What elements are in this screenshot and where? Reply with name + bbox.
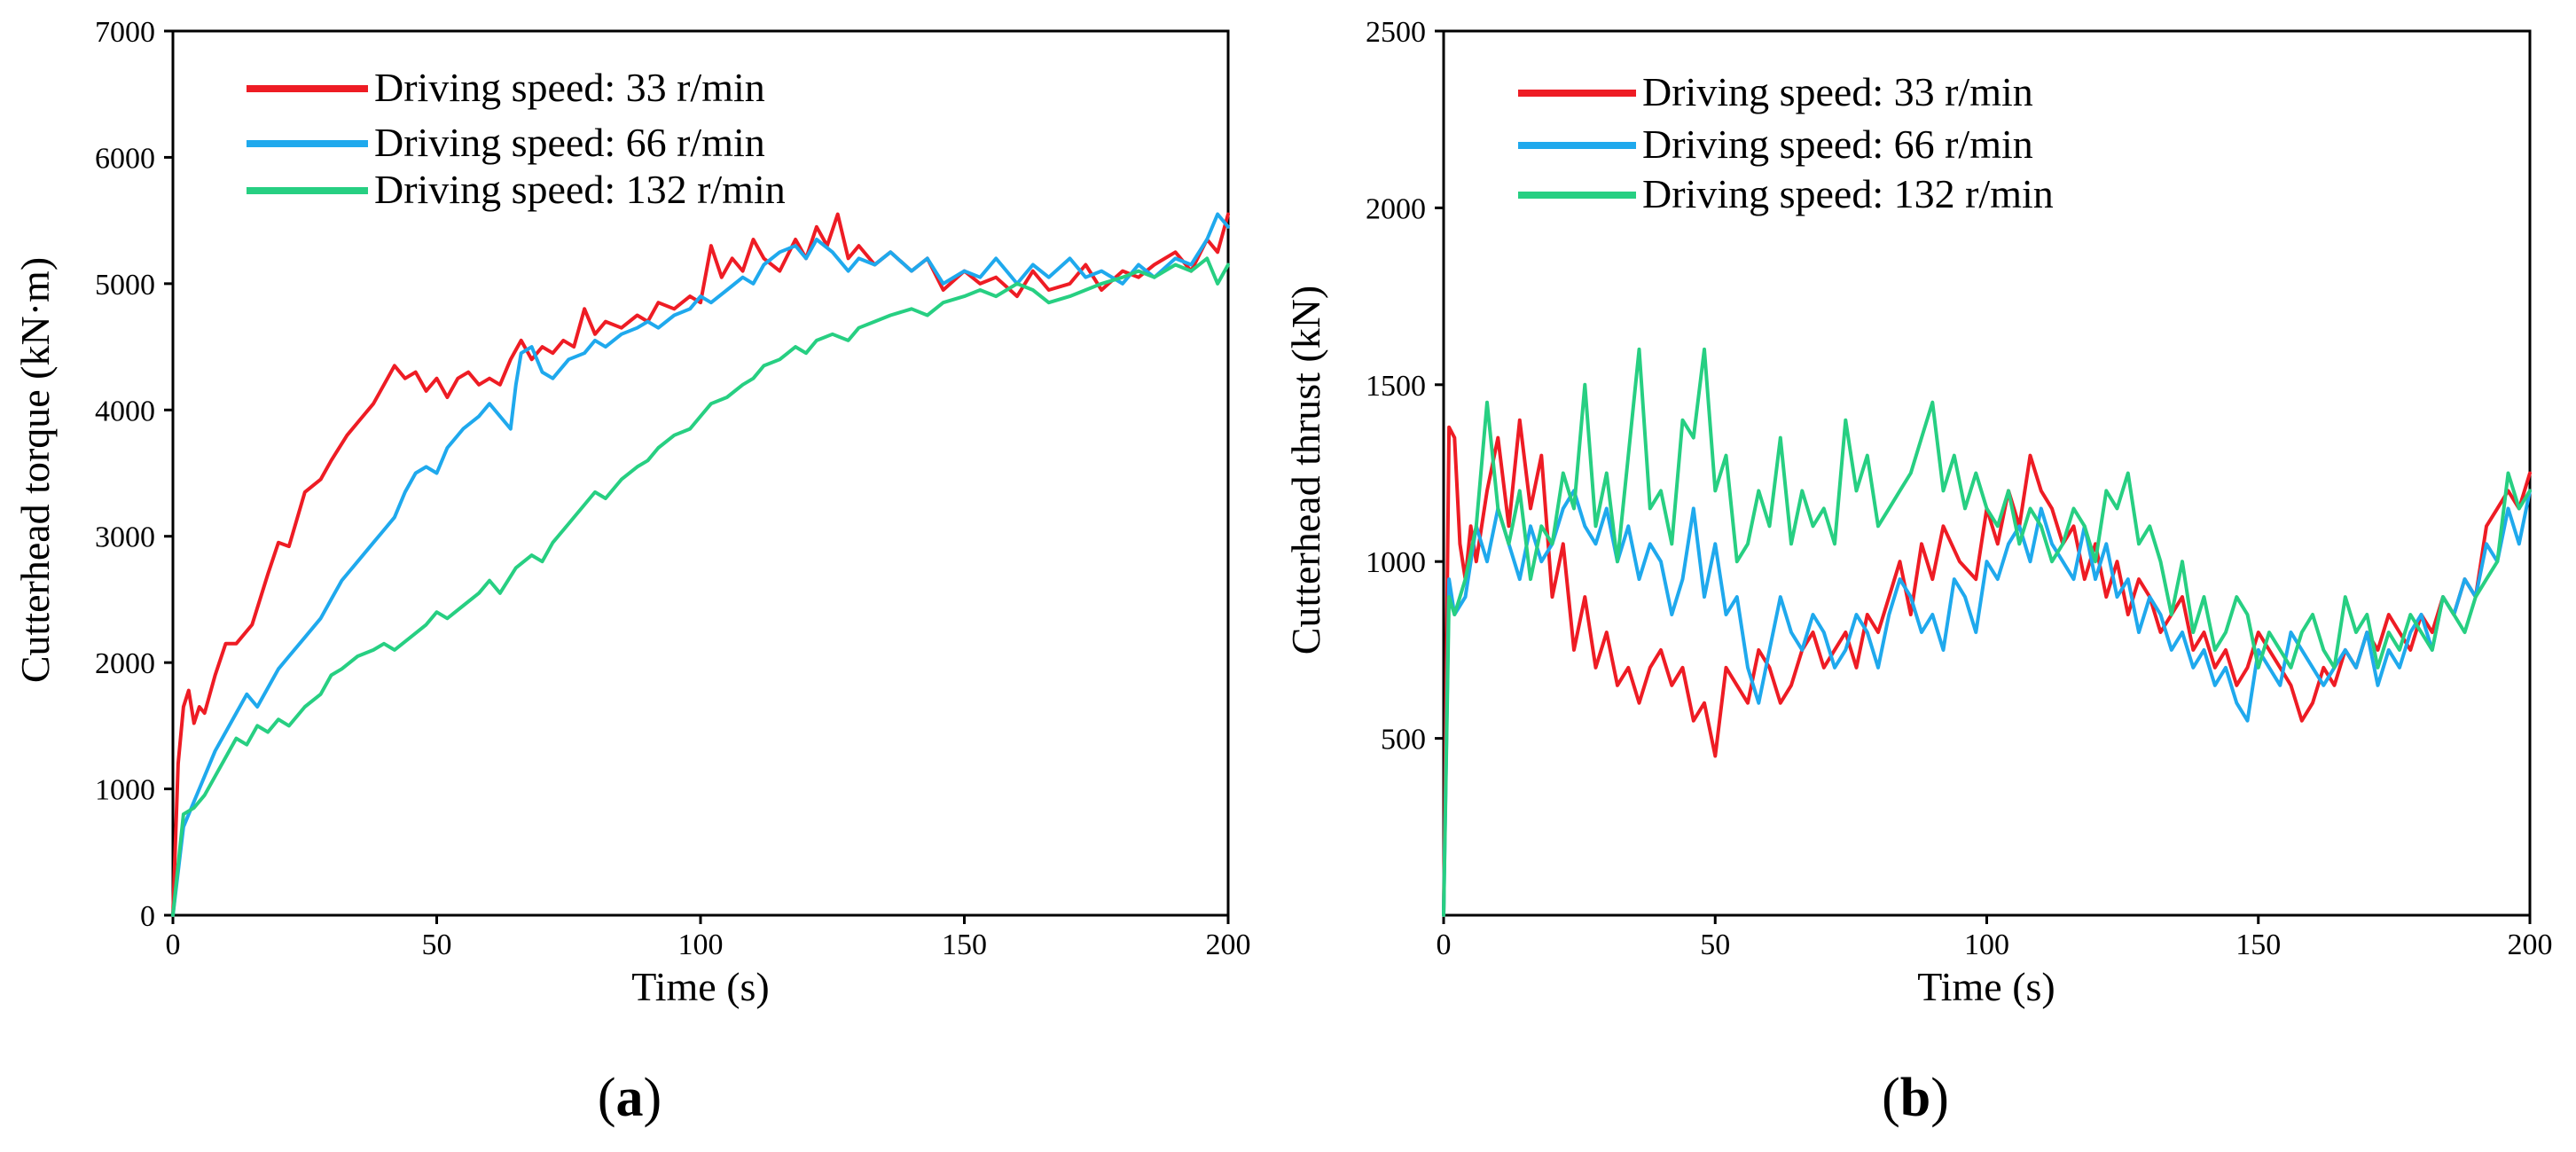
panel-label-b-close: ) [1930,1068,1949,1128]
series-line-b-2 [1442,347,2532,917]
x-tick-label-a-200: 200 [1206,929,1251,961]
axis-ticks-b: 0 50 100 150 200 500 1000 1500 2000 2500 [1366,16,2553,961]
series-line-a-0 [171,212,1230,917]
panel-label-a-open: ( [598,1068,616,1128]
panel-label-a: (a) [598,1068,662,1128]
y-tick-label-b-1500: 1500 [1366,370,1426,403]
chart-panel-b: 0 50 100 150 200 500 1000 1500 2000 2500 Time (s)… [1283,16,2553,1128]
series-lines-b [1442,347,2532,917]
y-tick-label-b-2500: 2500 [1366,16,1426,49]
x-tick-label-b-0: 0 [1437,929,1452,961]
y-tick-label-a-1000: 1000 [95,774,155,807]
legend-label-a-66: Driving speed: 66 r/min [374,120,765,165]
y-tick-label-b-2000: 2000 [1366,192,1426,225]
x-tick-label-a-150: 150 [942,929,987,961]
legend-label-b-33: Driving speed: 33 r/min [1642,69,2033,114]
legend-label-b-66: Driving speed: 66 r/min [1642,121,2033,167]
x-tick-label-a-50: 50 [422,929,452,961]
series-line-b-1 [1442,489,2532,917]
axis-ticks-a: 0 50 100 150 2000100020003000400050006000700… [95,16,1251,961]
x-tick-label-b-100: 100 [1964,929,2009,961]
legend-a: Driving speed: 33 r/min Driving speed: 6… [247,65,786,212]
panel-label-a-close: ) [644,1068,662,1128]
panel-label-b-letter: b [1900,1068,1930,1128]
y-tick-label-b-1000: 1000 [1366,546,1426,579]
y-tick-label-a-2000: 2000 [95,647,155,680]
y-tick-label-a-7000: 7000 [95,16,155,49]
panel-label-b: (b) [1882,1068,1949,1128]
x-axis-label-a: Time (s) [631,964,770,1009]
y-tick-label-a-5000: 5000 [95,269,155,302]
panel-label-a-letter: a [616,1068,644,1128]
y-tick-label-a-0: 0 [140,900,155,933]
x-tick-label-a-0: 0 [166,929,181,961]
legend-label-a-132: Driving speed: 132 r/min [374,167,786,212]
y-tick-label-a-3000: 3000 [95,521,155,554]
chart-panel-a: 0 50 100 150 2000100020003000400050006000700… [12,16,1251,1128]
series-lines-a [171,212,1230,917]
legend-b: Driving speed: 33 r/min Driving speed: 6… [1518,69,2054,216]
series-line-a-2 [171,256,1230,917]
y-axis-label-b: Cutterhead thrust (kN) [1283,286,1328,654]
series-line-a-1 [171,212,1230,917]
y-axis-label-a: Cutterhead torque (kN·m) [12,257,58,683]
x-tick-label-b-50: 50 [1700,929,1730,961]
x-tick-label-b-150: 150 [2235,929,2281,961]
legend-label-a-33: Driving speed: 33 r/min [374,65,765,110]
x-tick-label-a-100: 100 [678,929,724,961]
panel-label-b-open: ( [1882,1068,1900,1128]
legend-label-b-132: Driving speed: 132 r/min [1642,171,2054,216]
y-tick-label-b-500: 500 [1381,724,1426,756]
x-tick-label-b-200: 200 [2508,929,2553,961]
y-tick-label-a-4000: 4000 [95,395,155,427]
x-axis-label-b: Time (s) [1917,964,2055,1009]
series-line-b-0 [1442,418,2532,917]
y-tick-label-a-6000: 6000 [95,142,155,175]
